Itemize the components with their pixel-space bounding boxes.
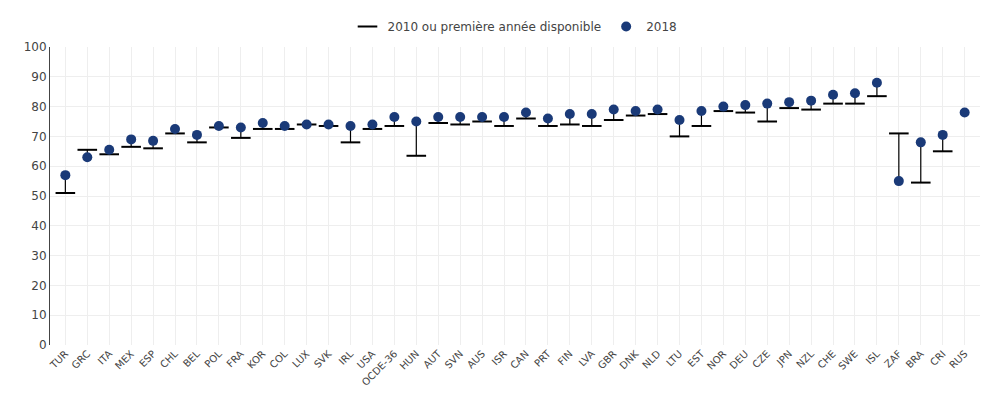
svg-text:FIN: FIN [556, 348, 575, 367]
svg-text:SVN: SVN [443, 348, 465, 370]
svg-text:LUX: LUX [290, 348, 311, 369]
svg-text:PRT: PRT [532, 348, 553, 369]
svg-text:USA: USA [355, 348, 378, 371]
svg-text:CAN: CAN [508, 348, 531, 371]
svg-text:CHE: CHE [815, 348, 838, 371]
svg-text:TUR: TUR [47, 348, 70, 371]
svg-text:JPN: JPN [774, 348, 794, 368]
svg-text:COL: COL [267, 348, 290, 371]
svg-text:80: 80 [31, 100, 46, 114]
svg-text:60: 60 [31, 159, 46, 173]
svg-text:GBR: GBR [596, 348, 619, 371]
svg-text:90: 90 [31, 70, 46, 84]
svg-text:70: 70 [31, 130, 46, 144]
svg-text:0: 0 [39, 338, 47, 352]
svg-text:MEX: MEX [113, 348, 136, 371]
svg-text:20: 20 [31, 279, 46, 293]
svg-text:DNK: DNK [617, 348, 640, 371]
svg-text:DEU: DEU [727, 348, 750, 371]
svg-text:RUS: RUS [947, 348, 969, 370]
svg-text:HUN: HUN [398, 348, 422, 372]
svg-text:50: 50 [31, 189, 46, 203]
svg-text:LTU: LTU [664, 348, 684, 368]
svg-text:40: 40 [31, 219, 46, 233]
svg-text:CHL: CHL [158, 348, 180, 370]
svg-text:NOR: NOR [705, 348, 729, 372]
svg-text:KOR: KOR [245, 348, 268, 371]
svg-text:10: 10 [31, 308, 46, 322]
svg-text:EST: EST [685, 348, 707, 370]
svg-text:BRA: BRA [904, 348, 926, 370]
svg-text:ZAF: ZAF [882, 348, 904, 370]
svg-text:NLD: NLD [640, 348, 663, 371]
svg-text:AUS: AUS [465, 348, 487, 370]
svg-text:GRC: GRC [69, 348, 92, 371]
svg-text:100: 100 [24, 40, 47, 54]
svg-text:CRI: CRI [928, 348, 948, 368]
svg-text:2018: 2018 [646, 20, 677, 34]
svg-text:ITA: ITA [96, 348, 115, 367]
svg-text:LVA: LVA [577, 348, 597, 368]
svg-text:ISR: ISR [490, 348, 509, 367]
svg-text:NZL: NZL [794, 348, 816, 370]
svg-text:2010 ou première année disponi: 2010 ou première année disponible [388, 20, 602, 34]
svg-text:30: 30 [31, 249, 46, 263]
svg-text:CZE: CZE [750, 348, 772, 370]
svg-text:IRL: IRL [337, 348, 356, 367]
svg-text:ISL: ISL [864, 348, 883, 367]
svg-text:SWE: SWE [836, 348, 860, 372]
svg-text:BEL: BEL [181, 348, 202, 369]
svg-text:FRA: FRA [224, 348, 245, 369]
svg-text:OCDE-36: OCDE-36 [360, 348, 400, 388]
svg-text:SVK: SVK [312, 348, 334, 370]
svg-text:ESP: ESP [137, 348, 158, 369]
svg-text:POL: POL [202, 348, 224, 370]
svg-text:AUT: AUT [421, 348, 444, 371]
